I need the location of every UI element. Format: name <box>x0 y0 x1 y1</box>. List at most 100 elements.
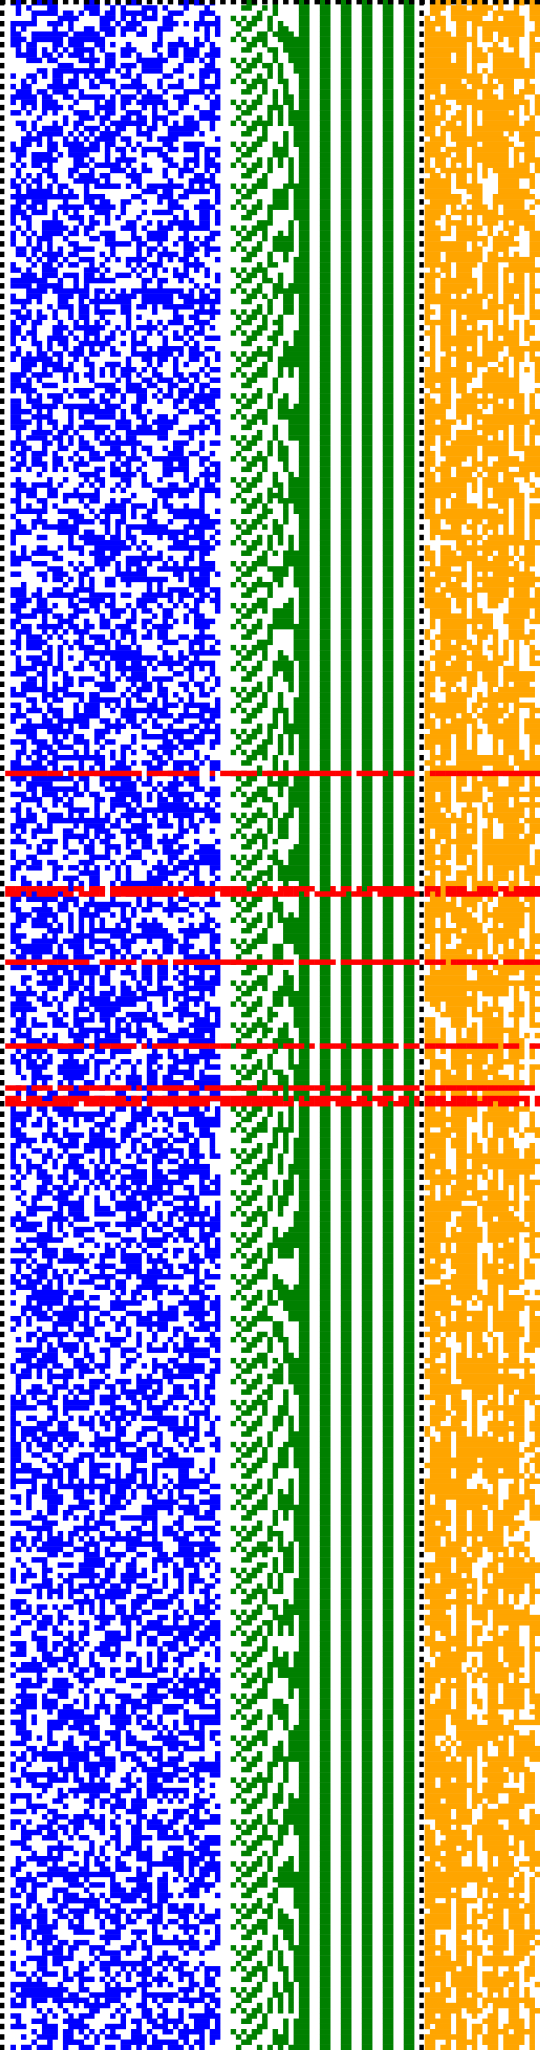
left-field-run <box>146 1892 153 1899</box>
left-field-run <box>83 650 142 656</box>
left-field-run <box>214 277 221 284</box>
left-field-run <box>120 1137 127 1144</box>
left-field-run <box>152 1478 158 1484</box>
middle-band-run <box>256 73 263 79</box>
left-field-run <box>104 1929 121 1935</box>
left-field-run <box>209 990 216 997</box>
left-field-run <box>141 94 163 100</box>
middle-band-run <box>361 152 373 158</box>
left-field-run <box>214 602 221 609</box>
left-field-run <box>120 1258 142 1264</box>
middle-band-run <box>382 340 394 347</box>
left-field-run <box>20 361 37 368</box>
middle-band-run <box>319 267 331 273</box>
left-field-run <box>157 1326 168 1332</box>
left-field-run <box>83 1059 90 1065</box>
middle-band-run <box>298 529 310 535</box>
middle-band-run <box>267 214 273 221</box>
left-field-run <box>26 1777 37 1783</box>
middle-band-run <box>256 367 268 373</box>
left-field-run <box>10 922 22 929</box>
left-field-run <box>162 461 174 467</box>
left-field-run <box>99 922 106 929</box>
left-field-run <box>104 1546 111 1553</box>
middle-band-run <box>319 173 331 179</box>
left-field-run <box>52 587 64 593</box>
left-field-run <box>110 1714 132 1720</box>
left-field-run <box>110 1918 121 1925</box>
middle-band-run <box>319 304 331 310</box>
left-field-run <box>120 2018 127 2024</box>
left-field-run <box>110 5 116 11</box>
middle-band-run <box>319 534 331 541</box>
left-field-run <box>83 1148 95 1154</box>
left-field-run <box>52 996 58 1002</box>
left-field-run <box>193 309 221 315</box>
left-field-run <box>78 1174 90 1180</box>
left-field-run <box>162 1447 174 1453</box>
left-field-run <box>31 1452 43 1458</box>
left-field-run <box>73 1121 79 1128</box>
left-field-run <box>10 1363 16 1369</box>
left-field-run <box>73 356 79 362</box>
left-field-run <box>10 1399 27 1406</box>
left-field-run <box>209 739 221 745</box>
left-field-run <box>36 1593 43 1600</box>
middle-band-run <box>251 162 263 168</box>
left-field-run <box>167 1845 184 1851</box>
left-field-run <box>41 230 64 237</box>
middle-band-run <box>361 272 373 279</box>
left-field-run <box>57 2002 64 2009</box>
middle-band-run <box>277 450 289 457</box>
left-field-run <box>94 739 100 745</box>
middle-band-run <box>340 346 352 352</box>
left-field-run <box>99 1698 106 1705</box>
middle-band-run <box>403 356 415 362</box>
left-field-run <box>73 1268 79 1275</box>
left-field-run <box>193 828 200 834</box>
left-field-run <box>152 1913 163 1920</box>
middle-band-run <box>382 73 394 79</box>
middle-band-run <box>361 10 373 16</box>
left-field-run <box>57 1478 64 1484</box>
left-field-run <box>193 1315 205 1322</box>
left-field-run <box>57 1667 64 1673</box>
left-field-run <box>10 498 22 504</box>
left-field-run <box>10 1913 27 1920</box>
left-field-run <box>125 524 168 530</box>
left-field-run <box>52 1641 64 1647</box>
middle-band-run <box>319 120 331 127</box>
middle-band-run <box>267 403 273 410</box>
left-field-run <box>110 754 116 761</box>
left-field-run <box>131 1798 147 1804</box>
middle-band-run <box>283 508 289 515</box>
left-field-run <box>83 1903 100 1909</box>
left-field-run <box>188 1441 195 1448</box>
left-field-run <box>209 686 216 693</box>
left-field-run <box>178 1174 189 1180</box>
left-field-run <box>94 304 100 310</box>
left-field-run <box>167 1908 195 1914</box>
left-field-run <box>125 1656 132 1663</box>
middle-band-run <box>293 262 310 268</box>
left-field-run <box>10 618 22 625</box>
left-field-run <box>131 681 137 688</box>
left-field-run <box>162 1525 174 1532</box>
left-field-run <box>10 623 16 630</box>
left-field-run <box>10 440 27 446</box>
middle-band-run <box>319 351 331 357</box>
left-field-run <box>110 1190 116 1196</box>
left-field-run <box>199 1740 205 1747</box>
left-field-run <box>20 1929 27 1935</box>
left-field-run <box>94 1211 116 1217</box>
left-field-run <box>10 1630 22 1636</box>
middle-band-run <box>340 178 352 184</box>
middle-band-run <box>241 47 252 53</box>
left-field-run <box>173 1436 179 1443</box>
left-field-run <box>10 1174 16 1180</box>
left-field-run <box>173 996 179 1002</box>
left-field-run <box>120 1132 132 1138</box>
left-field-run <box>125 1651 137 1657</box>
left-field-run <box>178 1121 189 1128</box>
middle-band-run <box>403 199 415 205</box>
